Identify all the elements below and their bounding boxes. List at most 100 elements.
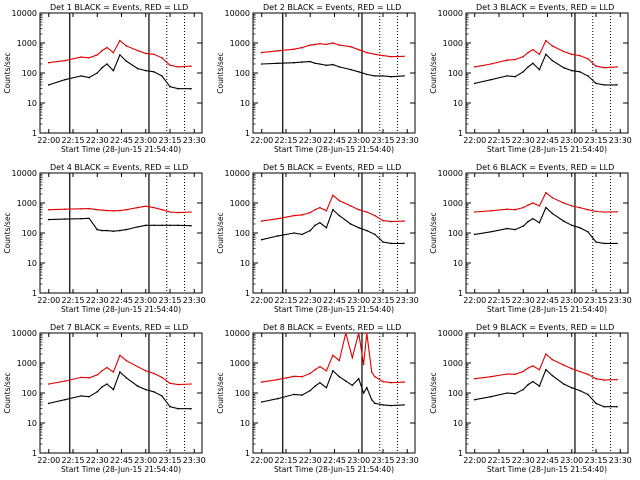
y-tick-label: 1 [458, 449, 463, 458]
lld-data-point [47, 383, 50, 385]
legend-text: BLACK = Events, RED = LLD [74, 163, 188, 172]
events-data-point [177, 87, 179, 90]
lld-series-line [474, 353, 618, 381]
lld-data-point [106, 46, 108, 49]
y-tick-label: 10 [240, 419, 250, 428]
plot-frame [39, 172, 203, 294]
lld-data-point [96, 374, 98, 376]
events-data-point [595, 241, 597, 243]
lld-data-point [309, 44, 312, 46]
y-tick-label: 10000 [438, 9, 463, 18]
lld-data-point [190, 211, 192, 213]
plot-frame [39, 332, 203, 454]
legend-text: BLACK = Events, RED = LLD [500, 3, 614, 12]
events-data-point [314, 62, 316, 65]
lld-data-point [514, 58, 516, 61]
lld-data-point [319, 206, 321, 209]
events-data-point [587, 231, 589, 233]
events-data-point [301, 61, 303, 63]
lld-data-point [325, 43, 328, 46]
x-tick-label: 23:00 [347, 136, 370, 145]
lld-data-point [88, 377, 90, 379]
lld-data-point [595, 65, 597, 67]
events-data-point [603, 405, 605, 408]
events-data-point [527, 66, 529, 68]
events-data-point [319, 381, 321, 384]
events-data-point [545, 53, 547, 56]
lld-series-line [261, 332, 405, 384]
y-axis-label: Counts/sec [3, 372, 12, 413]
events-data-point [562, 66, 565, 69]
x-tick-label: 23:30 [609, 296, 632, 305]
panel-title: Det 8 BLACK = Events, RED = LLD [263, 323, 401, 332]
lld-data-point [357, 208, 360, 211]
events-data-point [88, 395, 90, 398]
lld-data-point [490, 210, 492, 212]
x-tick-label: 23:00 [560, 296, 583, 305]
events-data-point [293, 61, 295, 64]
y-tick-label: 100 [448, 389, 463, 398]
y-axis-label: Counts/sec [3, 212, 12, 253]
x-tick-label: 23:30 [183, 136, 206, 145]
events-data-point [309, 60, 312, 63]
x-tick-label: 22:15 [487, 296, 510, 305]
y-tick-label: 1 [32, 129, 37, 138]
y-tick-label: 10 [453, 419, 463, 428]
y-tick-label: 1 [245, 289, 250, 298]
x-tick-label: 22:00 [463, 296, 486, 305]
lld-data-point [293, 214, 295, 217]
lld-data-point [136, 206, 139, 209]
lld-data-point [136, 365, 139, 368]
y-tick-label: 10 [27, 419, 37, 428]
legend-text: BLACK = Events, RED = LLD [500, 163, 614, 172]
lld-data-point [338, 199, 341, 202]
events-data-point [349, 68, 352, 71]
lld-data-point [153, 53, 155, 56]
lld-data-point [96, 54, 98, 56]
events-data-point [47, 218, 50, 221]
events-data-point [332, 370, 334, 372]
chart-panel-9: 22:00 22:15 22:30 22:45 23:00 23:15 23:30 1 10 10… [429, 323, 632, 474]
lld-data-point [190, 65, 192, 67]
lld-data-point [545, 39, 547, 42]
x-tick-label: 23:30 [183, 296, 206, 305]
lld-data-point [112, 210, 115, 212]
x-tick-label: 22:45 [323, 296, 346, 305]
lld-data-point [112, 371, 115, 373]
events-data-point [616, 84, 618, 86]
y-tick-label: 10000 [225, 169, 250, 178]
lld-data-point [106, 366, 108, 369]
events-data-point [579, 389, 581, 392]
x-axis-label: Start Time (28-Jun-15 21:54:40) [487, 145, 607, 154]
x-axis-label: Start Time (28-Jun-15 21:54:40) [487, 465, 607, 474]
events-data-point [616, 405, 618, 408]
x-axis-label: Start Time (28-Jun-15 21:54:40) [61, 465, 181, 474]
y-tick-label: 10000 [225, 329, 250, 338]
x-tick-label: 23:30 [609, 136, 632, 145]
events-data-point [366, 229, 368, 232]
legend-text: BLACK = Events, RED = LLD [287, 163, 401, 172]
events-data-point [403, 242, 405, 245]
events-data-point [490, 231, 492, 233]
x-tick-label: 22:45 [323, 456, 346, 465]
events-data-point [190, 407, 192, 410]
lld-data-point [579, 206, 581, 209]
lld-data-point [119, 209, 121, 212]
lld-data-point [88, 57, 90, 59]
lld-data-point [177, 66, 179, 68]
events-data-point [277, 235, 279, 237]
lld-data-point [570, 53, 573, 56]
events-data-point [345, 380, 347, 382]
events-data-point [144, 388, 147, 391]
y-tick-label: 10 [453, 259, 463, 268]
y-axis-label: Counts/sec [429, 212, 438, 253]
events-data-point [112, 230, 115, 232]
chart-panel-5: 22:00 22:15 22:30 22:45 23:00 23:15 23:30 1 10 10… [216, 163, 419, 314]
y-tick-label: 1 [458, 289, 463, 298]
events-data-point [603, 242, 605, 245]
detector-name: Det 6 [476, 163, 500, 172]
y-tick-label: 1000 [230, 39, 250, 48]
lld-data-point [260, 220, 263, 222]
x-tick-label: 22:15 [274, 296, 297, 305]
events-data-point [125, 377, 128, 379]
